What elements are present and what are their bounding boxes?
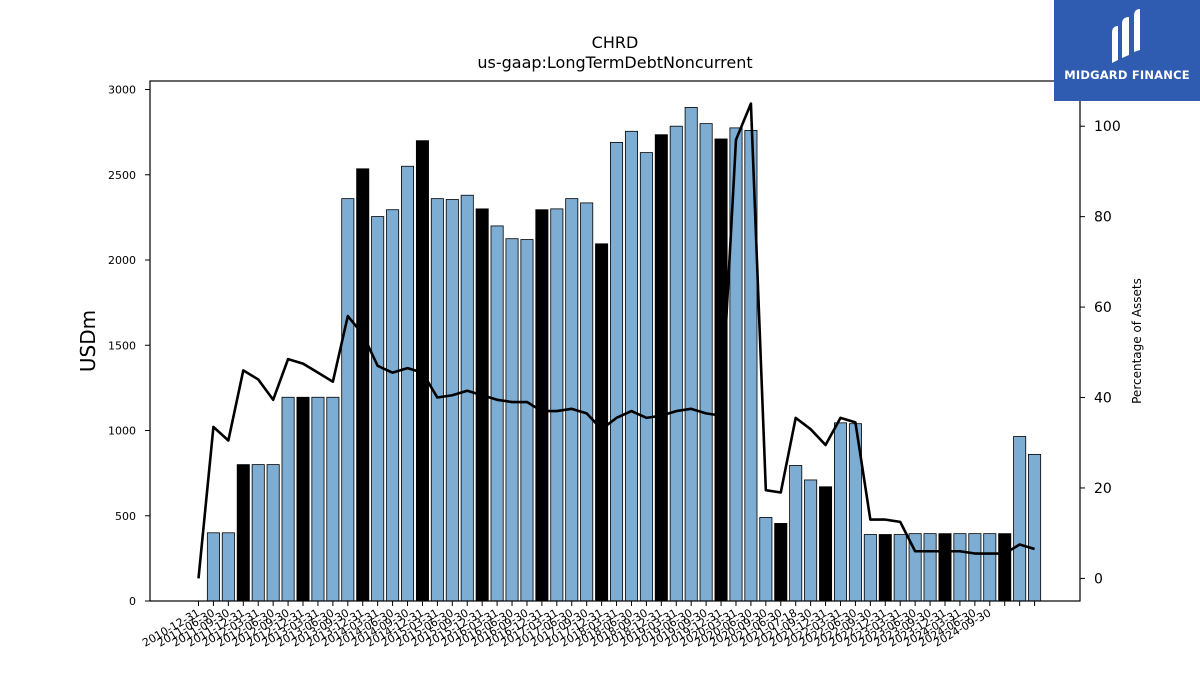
bar: [983, 533, 997, 602]
y-tick-label: 1500: [108, 339, 136, 352]
bar: [445, 199, 459, 602]
bar: [326, 396, 340, 602]
logo-mark-icon: [1112, 9, 1140, 63]
brand-logo: MIDGARD FINANCE: [1054, 0, 1200, 101]
y-axis-right: 0 20 40 60 80 100: [1080, 119, 1121, 587]
bar: [863, 534, 877, 602]
bar: [460, 194, 474, 602]
bar-group: [206, 107, 1042, 602]
line-group: [197, 102, 1035, 579]
bar: [386, 209, 400, 602]
bar: [251, 464, 265, 602]
y-tick-label: 500: [115, 510, 136, 523]
y2-axis-label: Percentage of Assets: [1130, 278, 1144, 404]
bar: [281, 396, 295, 602]
bar: [699, 123, 713, 602]
y2-tick-label: 0: [1094, 571, 1103, 587]
y-tick-label: 1000: [108, 425, 136, 438]
y2-tick-label: 20: [1094, 481, 1112, 497]
bar: [236, 464, 250, 602]
bar: [639, 152, 653, 602]
y-tick-label: 0: [129, 595, 136, 608]
bar: [833, 422, 847, 602]
bar: [430, 198, 444, 602]
bar: [819, 486, 833, 602]
bar: [221, 532, 235, 602]
bar: [401, 165, 415, 602]
bar: [266, 464, 280, 602]
bar: [654, 134, 668, 602]
bar: [968, 533, 982, 602]
bar: [505, 238, 519, 602]
bar: [624, 130, 638, 602]
bar: [938, 533, 952, 602]
bar: [296, 396, 310, 602]
bar: [580, 202, 594, 602]
chart-title: CHRD: [592, 33, 639, 52]
y-axis-left: 0 500 1000 1500 2000 2500 3000: [108, 84, 150, 608]
bar: [371, 216, 385, 602]
bar: [595, 243, 609, 602]
bar: [1028, 453, 1042, 602]
bar: [684, 107, 698, 602]
bar: [714, 138, 728, 602]
y2-tick-label: 100: [1094, 119, 1121, 135]
plot-frame: [149, 80, 1081, 602]
bar: [475, 208, 489, 602]
bar: [490, 225, 504, 602]
bar: [669, 125, 683, 602]
y2-tick-label: 80: [1094, 210, 1112, 226]
bar: [759, 517, 773, 602]
bar: [1013, 436, 1027, 602]
bar: [789, 465, 803, 602]
bar: [774, 523, 788, 602]
x-axis: 2010-12-312011-06-302011-09-302011-12-31…: [140, 601, 1036, 650]
chart-subtitle: us-gaap:LongTermDebtNoncurrent: [477, 53, 752, 72]
pct-assets-line: [197, 102, 1035, 579]
bar: [878, 534, 892, 602]
y-tick-label: 2000: [108, 254, 136, 267]
bar: [311, 396, 325, 602]
y2-tick-label: 60: [1094, 300, 1112, 316]
bar: [923, 533, 937, 602]
y-tick-label: 2500: [108, 169, 136, 182]
bar: [341, 198, 355, 602]
y-tick-label: 3000: [108, 84, 136, 97]
bar: [565, 198, 579, 602]
logo-text: MIDGARD FINANCE: [1064, 68, 1190, 82]
bar: [804, 479, 818, 602]
y2-tick-label: 40: [1094, 391, 1112, 407]
y-axis-label: USDm: [76, 310, 100, 372]
bar: [535, 209, 549, 602]
bar: [998, 533, 1012, 602]
bar: [356, 168, 370, 602]
bar: [610, 141, 624, 602]
bar: [893, 534, 907, 602]
bar: [953, 533, 967, 602]
bar: [206, 532, 220, 602]
bar: [520, 239, 534, 602]
bar: [550, 208, 564, 602]
